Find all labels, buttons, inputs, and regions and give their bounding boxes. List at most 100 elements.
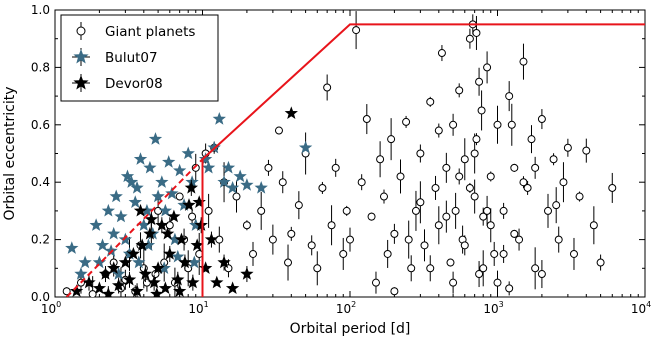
bulut07-point [254,180,268,194]
bulut07-point [141,238,156,251]
giant-planet-point [465,183,474,192]
giant-planet-point [544,206,553,215]
devor08-point [135,238,149,251]
devor08-point [194,218,208,231]
giant-planet-point [475,77,484,86]
giant-planet-point [493,120,502,129]
bulut07-point [118,232,133,246]
giant-planet-point [352,26,361,35]
bulut07-point [89,218,103,231]
giant-planet-point [446,258,455,267]
giant-planet-point [582,146,591,155]
giant-planet-point [515,235,524,244]
bulut07-point [130,180,144,194]
giant-planet-point [493,278,502,287]
y-tick-label: 1.0 [31,3,50,17]
giant-planet-point [274,126,283,135]
devor08-point [92,281,107,295]
y-axis: 0.0 0.2 0.4 0.6 0.8 1.0 [31,3,645,304]
bulut07-point [65,241,79,254]
devor08-point [182,198,196,211]
bulut07-point [124,175,139,188]
giant-planet-point [154,206,163,215]
giant-planet-point [371,278,380,287]
y-tick-label: 0.4 [31,175,50,189]
giant-planet-point [318,183,327,192]
devor08-point [107,261,121,274]
bulut07-point [221,160,236,174]
legend-marker-star [73,75,89,90]
giant-planet-point [367,212,376,221]
giant-planet-point [451,206,460,215]
giant-planet-point [204,206,213,215]
devor08-point [111,278,126,292]
x-tick-label: 104 [631,300,651,316]
giant-planet-point [387,135,396,144]
devor08-point [178,255,192,269]
giant-planet-point [342,206,351,215]
devor08-point [284,106,298,119]
giant-planet-point [416,149,425,158]
legend: Giant planets Bulut07 Devor08 [60,14,219,102]
bulut07-point [212,112,226,125]
bulut07-point [181,146,195,160]
giant-planet-point [242,221,251,230]
legend-marker-giant-planets [76,26,86,36]
giant-planet-point [232,192,241,201]
giant-planet-point [442,163,451,172]
giant-planet-point [313,264,322,273]
giant-planet-point [407,264,416,273]
giant-planet-point [294,201,303,210]
bulut07-point [74,267,88,280]
y-axis-label: Orbital eccentricity [2,87,18,221]
giant-planet-point [510,229,519,238]
giant-planet-point [357,178,366,187]
giant-planet-point [88,290,97,297]
giant-planet-point [465,34,474,43]
bulut07-point [198,152,213,165]
bulut07-point [128,195,142,208]
giant-planet-point [411,206,420,215]
giant-planet-point [483,63,492,72]
plot-area: 100 101 102 103 104 0.0 0.2 0.4 0.6 0.8 1.0 [31,3,651,316]
bulut07-point [168,232,182,246]
bulut07-point [133,152,148,165]
giant-planet-point [490,249,499,258]
giant-planet-point [287,229,296,238]
giant-planet-point [477,106,486,115]
giant-planet-point [563,143,572,152]
bulut07-point [171,249,185,263]
giant-planet-point [470,192,479,201]
giant-planet-point [426,97,435,106]
x-axis: 100 101 102 103 104 [41,10,651,316]
giant-planet-point [390,229,399,238]
devor08-point [198,261,213,274]
giant-planet-point [510,163,519,172]
devor08-point [184,180,198,194]
giant-planet-point [142,278,151,287]
giant-planet-point [575,192,584,201]
devor08-point [210,275,224,289]
bulut07-point [148,132,163,145]
giant-planet-point [402,117,411,126]
y-tick-label: 0.6 [31,118,50,132]
giant-planet-point [486,221,495,230]
bulut07-point [120,169,135,183]
legend-label: Bulut07 [105,50,158,66]
giant-planet-point [479,212,488,221]
devor08-point [69,284,84,297]
giant-planet-point [346,235,354,244]
devor08-point [133,203,148,217]
giant-planet-point [434,221,443,230]
devor08-point [98,267,113,280]
bulut07-point [157,261,171,274]
bulut07-point [95,238,110,251]
data-marks [62,11,645,297]
bulut07-point [185,175,199,188]
bulut07-point [143,160,157,174]
giant-planet-point [455,172,464,181]
devor08-point [147,275,161,289]
giant-planet-point [537,270,546,279]
giant-planet-point [472,135,481,144]
